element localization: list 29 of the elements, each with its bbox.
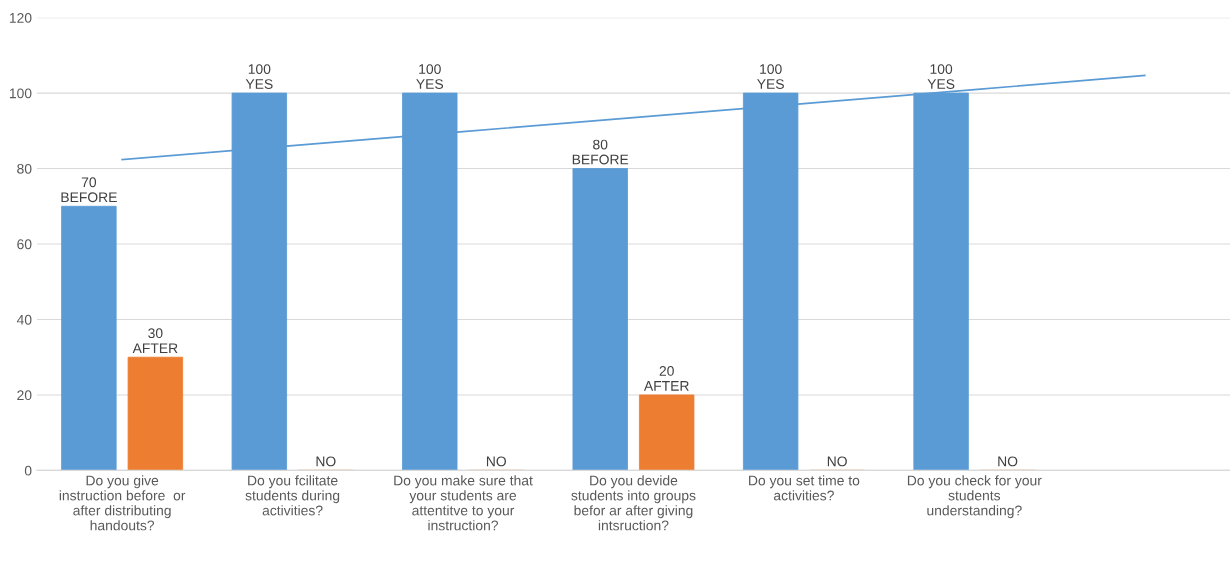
y-tick-label: 0	[24, 465, 32, 476]
x-tick-label: Do you give instruction before or after distributing handouts?	[59, 475, 186, 531]
bar	[572, 168, 628, 471]
data-label: 80 BEFORE	[572, 139, 629, 165]
data-label: 70 BEFORE	[61, 177, 117, 203]
y-tick-label: 60	[17, 239, 32, 250]
bar	[61, 205, 117, 471]
data-label: 100 YES	[245, 64, 273, 89]
data-label: 100 YES	[416, 64, 444, 89]
x-tick-label: Do you set time to activities?	[749, 475, 860, 501]
x-tick-label: Do you make sure that your students are attentitve to your instruction?	[394, 475, 533, 531]
y-tick-label: 40	[16, 314, 32, 325]
x-tick-label: Do you devide students into groups befor ar after giving intsruction?	[571, 475, 696, 531]
y-tick-label: 100	[9, 88, 32, 99]
bar	[127, 356, 184, 471]
data-label: 100 YES	[757, 64, 784, 89]
data-label: NO	[827, 456, 847, 467]
bar	[639, 394, 695, 471]
y-tick-label: 80	[17, 163, 32, 174]
x-tick-label: Do you fcilitate students during activities?	[245, 475, 340, 516]
data-label: 30 AFTER	[132, 328, 178, 353]
data-label: NO	[316, 456, 336, 467]
y-tick-label: 20	[17, 390, 32, 401]
data-label: NO	[998, 456, 1018, 467]
data-label: 20 AFTER	[643, 366, 689, 391]
y-tick-label: 120	[9, 12, 32, 23]
x-tick-label: Do you check for your students understanding?	[907, 475, 1042, 519]
data-label: NO	[486, 456, 506, 467]
data-label: 100 YES	[927, 64, 955, 89]
